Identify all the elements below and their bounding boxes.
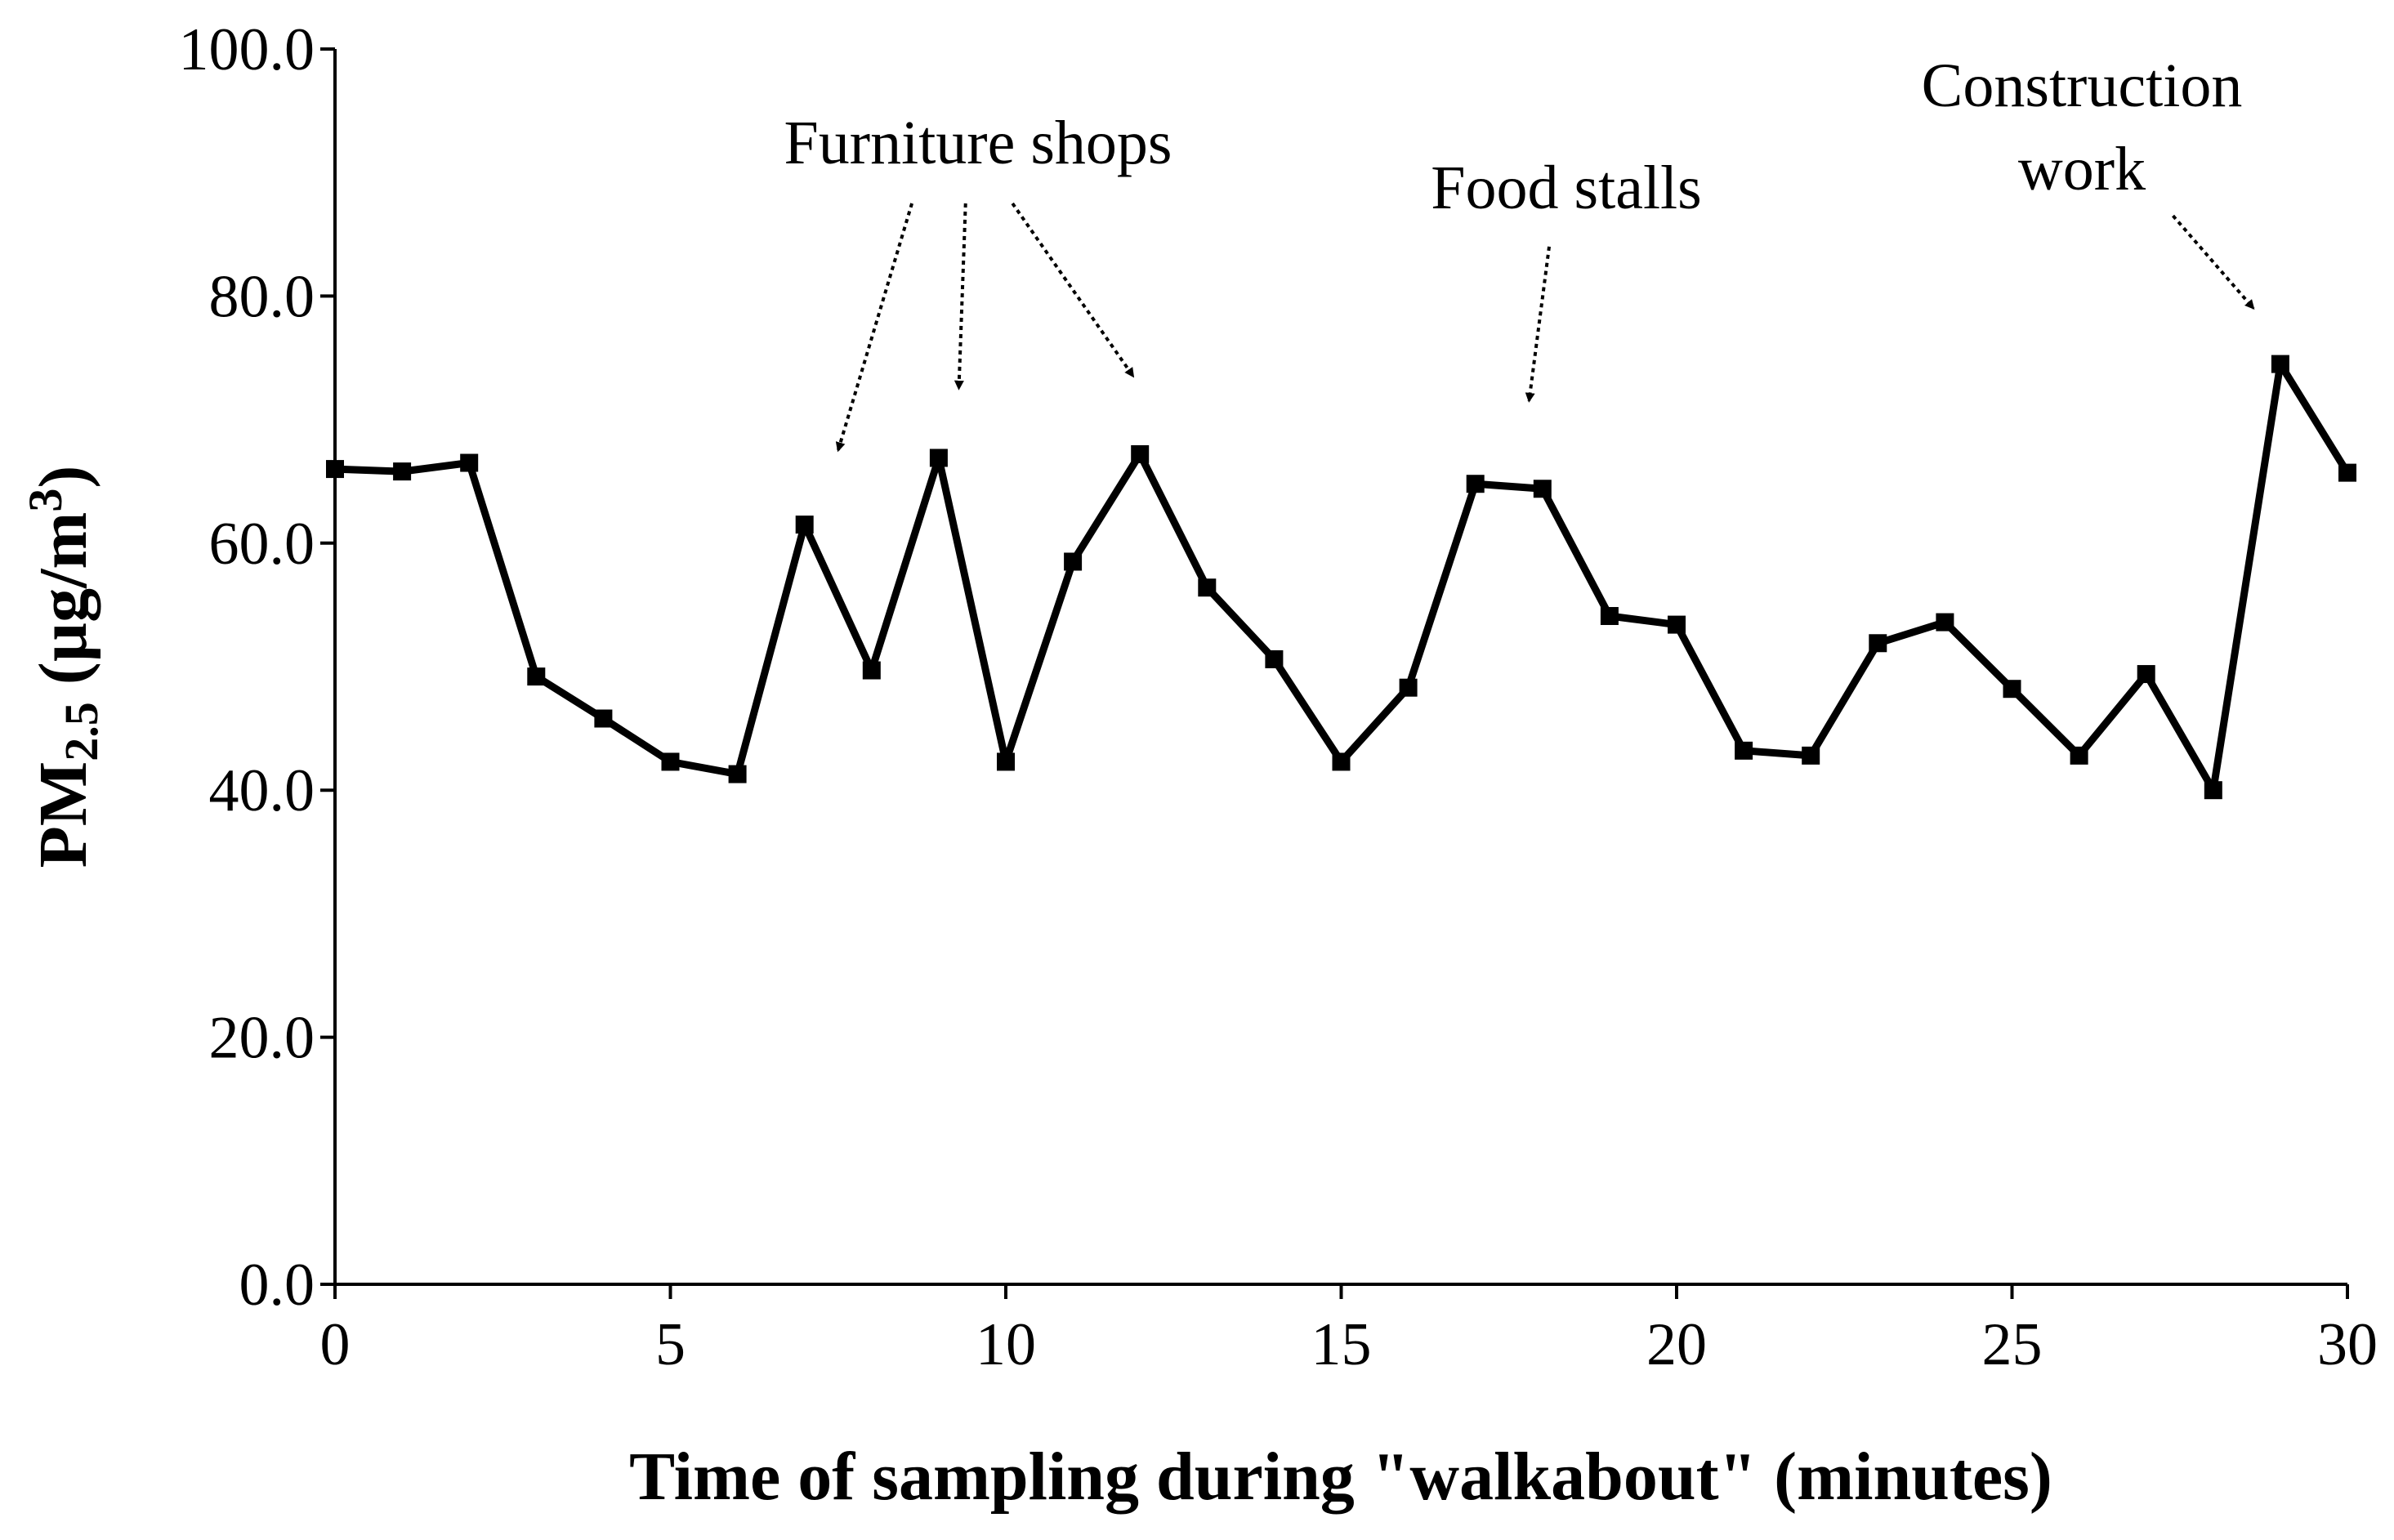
data-point bbox=[1668, 615, 1686, 634]
y-tick-label: 20.0 bbox=[209, 1005, 315, 1072]
y-axis-title-subscript: 2.5 bbox=[55, 702, 108, 761]
data-point bbox=[393, 462, 412, 481]
data-point bbox=[929, 449, 948, 467]
data-point bbox=[2070, 746, 2088, 765]
y-tick-label: 0.0 bbox=[239, 1252, 315, 1319]
data-point bbox=[862, 661, 881, 680]
y-tick-label: 80.0 bbox=[209, 263, 315, 330]
annotation-food-label: Food stalls bbox=[1431, 154, 1702, 222]
data-point bbox=[460, 453, 479, 472]
data-point bbox=[1869, 634, 1887, 653]
data-point bbox=[326, 460, 344, 479]
data-point bbox=[2204, 781, 2222, 800]
data-point bbox=[594, 709, 613, 728]
x-tick-label: 20 bbox=[1646, 1311, 1707, 1378]
x-tick-label: 0 bbox=[320, 1311, 351, 1378]
annotation-construction-label: work bbox=[2018, 135, 2146, 203]
y-axis-title-main: PM bbox=[25, 761, 101, 868]
data-point bbox=[2137, 665, 2155, 684]
y-tick-label: 60.0 bbox=[209, 511, 315, 578]
y-axis-title-close: ) bbox=[25, 466, 101, 489]
x-ticks: 0 5 10 15 20 25 30 bbox=[320, 1284, 2378, 1378]
data-point bbox=[1131, 444, 1150, 463]
data-point bbox=[2338, 463, 2356, 482]
series-group bbox=[326, 355, 2356, 800]
data-point bbox=[1802, 746, 1820, 765]
data-point bbox=[1466, 475, 1485, 493]
data-point bbox=[1936, 613, 1954, 632]
annotation-furniture-arrow bbox=[1011, 202, 1135, 378]
data-point bbox=[1600, 607, 1619, 626]
data-point bbox=[1533, 480, 1552, 498]
x-tick-label: 25 bbox=[1982, 1311, 2043, 1378]
data-point bbox=[2003, 680, 2021, 699]
data-point bbox=[527, 667, 546, 686]
annotations: Furniture shops Food stalls Construction wo… bbox=[784, 51, 2255, 453]
data-point bbox=[997, 752, 1015, 771]
data-point bbox=[1064, 552, 1083, 571]
annotation-construction-arrow bbox=[2172, 214, 2255, 310]
annotation-food-arrow bbox=[1525, 246, 1551, 403]
x-tick-label: 30 bbox=[2317, 1311, 2378, 1378]
data-point bbox=[795, 516, 814, 534]
data-point bbox=[1198, 578, 1217, 597]
data-point bbox=[2271, 355, 2289, 373]
x-tick-label: 10 bbox=[976, 1311, 1036, 1378]
data-point bbox=[1332, 752, 1351, 771]
y-axis-title-superscript: 3 bbox=[19, 489, 72, 512]
annotation-furniture-label: Furniture shops bbox=[784, 109, 1172, 177]
series-line bbox=[334, 360, 2351, 794]
data-point bbox=[661, 752, 680, 771]
x-axis-title: Time of sampling during "walkabout" (min… bbox=[629, 1439, 2052, 1515]
x-tick-label: 15 bbox=[1311, 1311, 1372, 1378]
data-point bbox=[1265, 649, 1284, 668]
data-point bbox=[1735, 741, 1753, 760]
annotation-furniture-arrow bbox=[954, 203, 967, 391]
annotation-furniture-arrow bbox=[835, 203, 913, 453]
y-tick-label: 40.0 bbox=[209, 757, 315, 824]
annotation-construction-label: Construction bbox=[1922, 51, 2243, 120]
x-tick-label: 5 bbox=[655, 1311, 686, 1378]
data-point bbox=[728, 765, 747, 783]
y-ticks: 0.0 20.0 40.0 60.0 80.0 100.0 bbox=[179, 16, 335, 1319]
y-axis-title: PM2.5 (µg/m3) bbox=[19, 466, 108, 868]
axes bbox=[333, 49, 2347, 1286]
y-tick-label: 100.0 bbox=[179, 16, 315, 83]
data-point bbox=[1399, 678, 1418, 697]
y-axis-title-units: (µg/m bbox=[25, 512, 101, 703]
